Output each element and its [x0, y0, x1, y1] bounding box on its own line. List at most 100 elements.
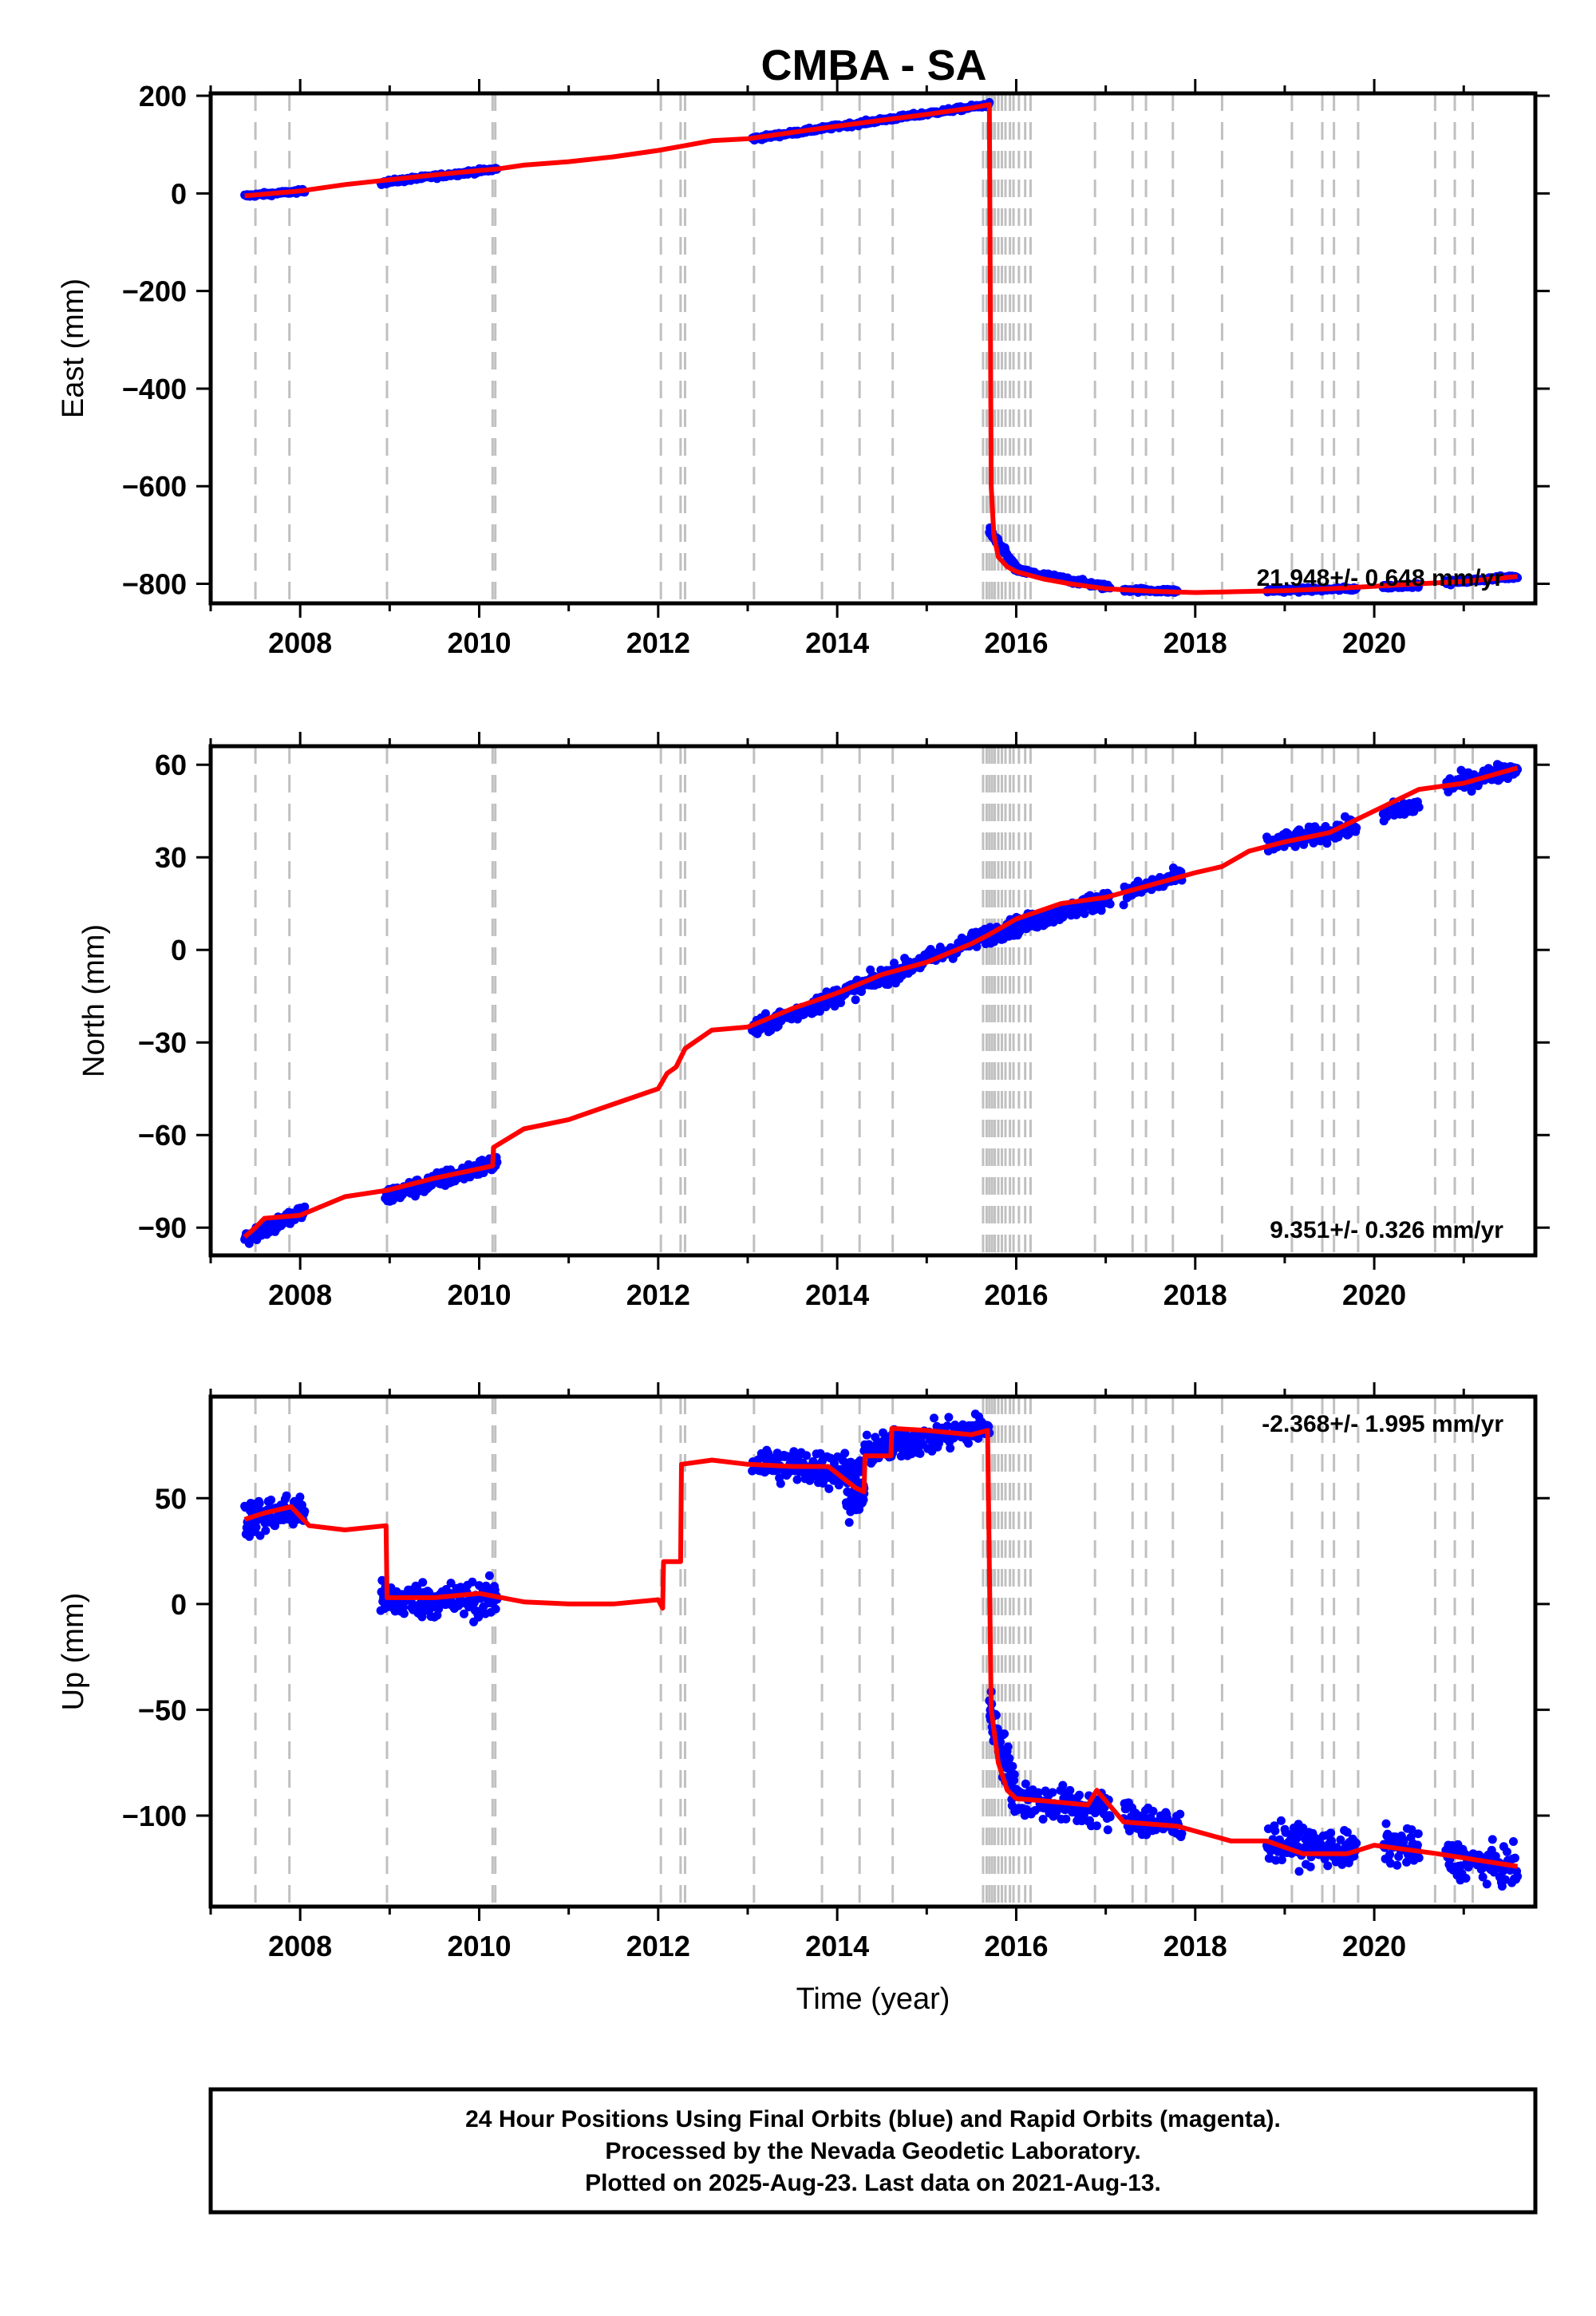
y-tick-label: 0 [171, 177, 187, 210]
observation-point [1276, 1816, 1286, 1825]
observation-point [792, 1475, 802, 1484]
y-tick-label: −400 [122, 373, 187, 405]
y-tick-label: −800 [122, 568, 187, 601]
observation-point [1407, 1825, 1416, 1835]
observation-point [1322, 839, 1332, 848]
observation-point [1294, 1867, 1304, 1876]
observation-point [862, 1430, 871, 1440]
observation-point [1327, 1836, 1337, 1846]
observation-point [844, 1518, 854, 1528]
plot-frame [208, 744, 1538, 1258]
observation-point [1402, 1857, 1412, 1867]
observation-point [930, 1413, 938, 1423]
observation-point [871, 1433, 880, 1442]
observation-point [1058, 1780, 1068, 1790]
y-axis-label: East (mm) [57, 279, 90, 418]
observation-point [1277, 1856, 1286, 1864]
observation-point [261, 1526, 271, 1535]
observation-point [1008, 1761, 1017, 1771]
observation-point [1513, 1871, 1523, 1881]
observation-point [1103, 1825, 1112, 1835]
model-fit-line [244, 102, 1518, 595]
observation-point [1385, 1850, 1395, 1860]
observation-point [855, 1456, 865, 1465]
y-tick-label: 60 [155, 749, 187, 781]
up-panel: 2008 2010 2012 2014 2016 2018 2020 50 0 −50 −100 Up… [57, 1382, 1550, 2016]
observation-point [251, 1523, 261, 1532]
y-tick-label: 30 [155, 841, 187, 874]
observation-point [1414, 803, 1424, 812]
x-tick-label: 2016 [984, 1930, 1048, 1962]
x-tick-label: 2008 [268, 1279, 332, 1311]
observation-point [460, 1609, 468, 1618]
observation-point [1478, 1872, 1487, 1882]
observation-point [1497, 1882, 1507, 1891]
observation-point [1005, 1753, 1014, 1763]
x-tick-label: 2018 [1163, 1279, 1227, 1311]
observation-point [1003, 1742, 1013, 1752]
x-tick-label: 2010 [447, 1930, 511, 1962]
observation-point [1414, 1853, 1424, 1863]
observation-point [399, 1603, 409, 1612]
north-panel: 2008 2010 2012 2014 2016 2018 2020 60 30 0 −30 −60 −… [77, 732, 1550, 1311]
velocity-annotation: -2.368+/- 1.995 mm/yr [1262, 1411, 1503, 1437]
plot-frame [208, 91, 1538, 606]
footer-line-2: Processed by the Nevada Geodetic Laborat… [605, 2138, 1140, 2164]
x-tick-label: 2020 [1342, 626, 1406, 659]
observation-point [255, 1499, 264, 1508]
observations-group [240, 1409, 1523, 1891]
footer-box: 24 Hour Positions Using Final Orbits (bl… [208, 2087, 1538, 2215]
x-tick-label: 2012 [626, 1279, 690, 1311]
x-tick-label: 2018 [1163, 1930, 1227, 1962]
observation-point [300, 1507, 310, 1516]
observation-point [468, 1577, 477, 1587]
y-tick-label: −30 [138, 1026, 187, 1059]
y-tick-label: −60 [138, 1119, 187, 1152]
observation-point [760, 1009, 770, 1018]
east-panel: 2008 2010 2012 2014 2016 2018 2020 200 0 −200 −400… [57, 79, 1550, 659]
y-tick-label: −200 [122, 275, 187, 308]
observation-point [840, 1448, 850, 1458]
observation-point [1009, 1770, 1019, 1779]
y-tick-label: −90 [138, 1211, 187, 1244]
observation-point [1119, 900, 1128, 910]
y-tick-label: 0 [171, 934, 187, 966]
observation-point [399, 1609, 409, 1618]
x-tick-label: 2016 [984, 626, 1048, 659]
observation-point [944, 1413, 954, 1422]
observation-point [1061, 1814, 1071, 1824]
x-tick-label: 2012 [626, 626, 690, 659]
x-tick-label: 2014 [805, 1930, 869, 1962]
footer-line-3: Plotted on 2025-Aug-23. Last data on 202… [585, 2170, 1161, 2196]
observation-point [1511, 1853, 1519, 1863]
observation-point [830, 1459, 839, 1468]
observation-point [946, 1444, 955, 1453]
observation-point [824, 1484, 834, 1493]
observation-point [1148, 1807, 1158, 1816]
observation-point [802, 1451, 812, 1460]
observation-point [1326, 1828, 1336, 1838]
observation-point [1077, 1816, 1087, 1826]
chart-title: CMBA - SA [761, 41, 987, 89]
observation-point [1393, 1860, 1402, 1870]
y-tick-label: 0 [171, 1588, 187, 1621]
observation-point [1352, 1839, 1361, 1848]
observation-point [418, 1578, 428, 1587]
observation-point [1048, 1788, 1057, 1797]
observation-point [1092, 1821, 1101, 1831]
observation-point [1105, 899, 1115, 909]
observation-point [1281, 1828, 1290, 1837]
observation-point [1177, 1829, 1187, 1838]
observation-point [267, 1496, 276, 1504]
model-fit-line [243, 765, 1519, 1239]
observation-point [295, 1492, 305, 1502]
observation-point [1503, 1847, 1511, 1856]
observation-point [1467, 787, 1476, 796]
observation-point [491, 1604, 500, 1614]
x-tick-label: 2014 [805, 626, 869, 659]
observation-point [816, 1448, 825, 1458]
observation-point [1381, 1819, 1391, 1828]
observation-point [300, 1202, 310, 1211]
x-tick-label: 2020 [1342, 1279, 1406, 1311]
observation-point [1270, 1826, 1280, 1836]
